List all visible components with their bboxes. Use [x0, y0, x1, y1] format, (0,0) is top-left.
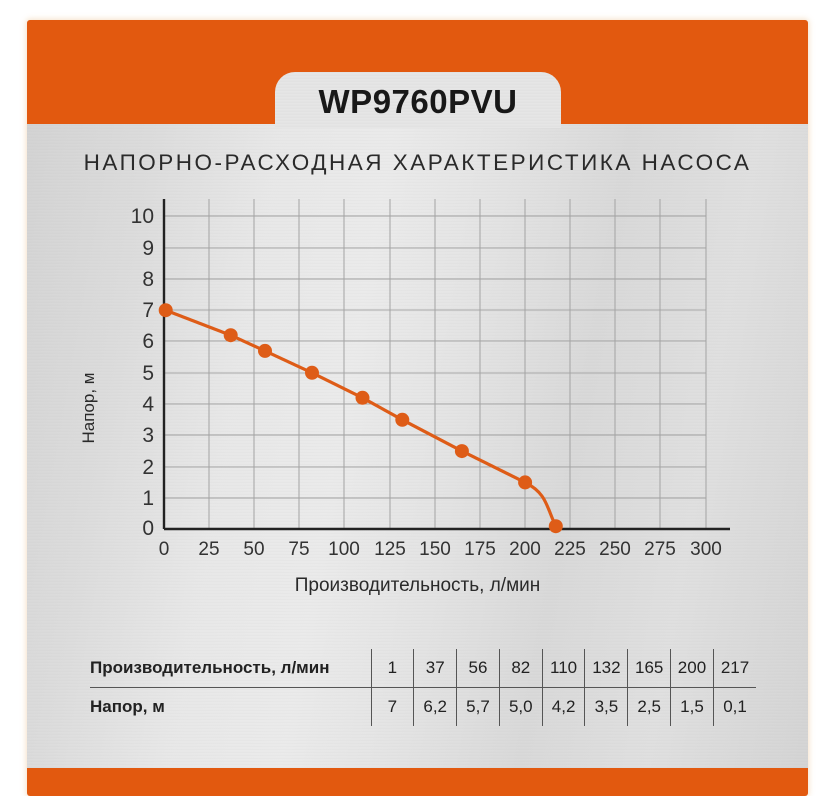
svg-text:4: 4: [142, 393, 154, 416]
svg-text:5: 5: [142, 362, 154, 385]
svg-text:100: 100: [328, 539, 360, 560]
svg-text:300: 300: [690, 539, 722, 560]
svg-text:0: 0: [142, 517, 154, 540]
svg-text:75: 75: [288, 539, 309, 560]
svg-text:175: 175: [464, 539, 496, 560]
svg-text:275: 275: [644, 539, 676, 560]
svg-text:50: 50: [243, 539, 264, 560]
svg-text:8: 8: [142, 268, 154, 291]
svg-text:2: 2: [142, 456, 154, 479]
svg-text:7: 7: [142, 299, 154, 322]
svg-text:25: 25: [198, 539, 219, 560]
svg-text:225: 225: [554, 539, 586, 560]
svg-text:9: 9: [142, 237, 154, 260]
svg-text:3: 3: [142, 424, 154, 447]
svg-text:150: 150: [419, 539, 451, 560]
svg-text:10: 10: [131, 205, 154, 228]
svg-text:0: 0: [159, 539, 170, 560]
svg-text:1: 1: [142, 487, 154, 510]
svg-text:250: 250: [599, 539, 631, 560]
svg-text:6: 6: [142, 330, 154, 353]
svg-text:200: 200: [509, 539, 541, 560]
svg-text:125: 125: [374, 539, 406, 560]
